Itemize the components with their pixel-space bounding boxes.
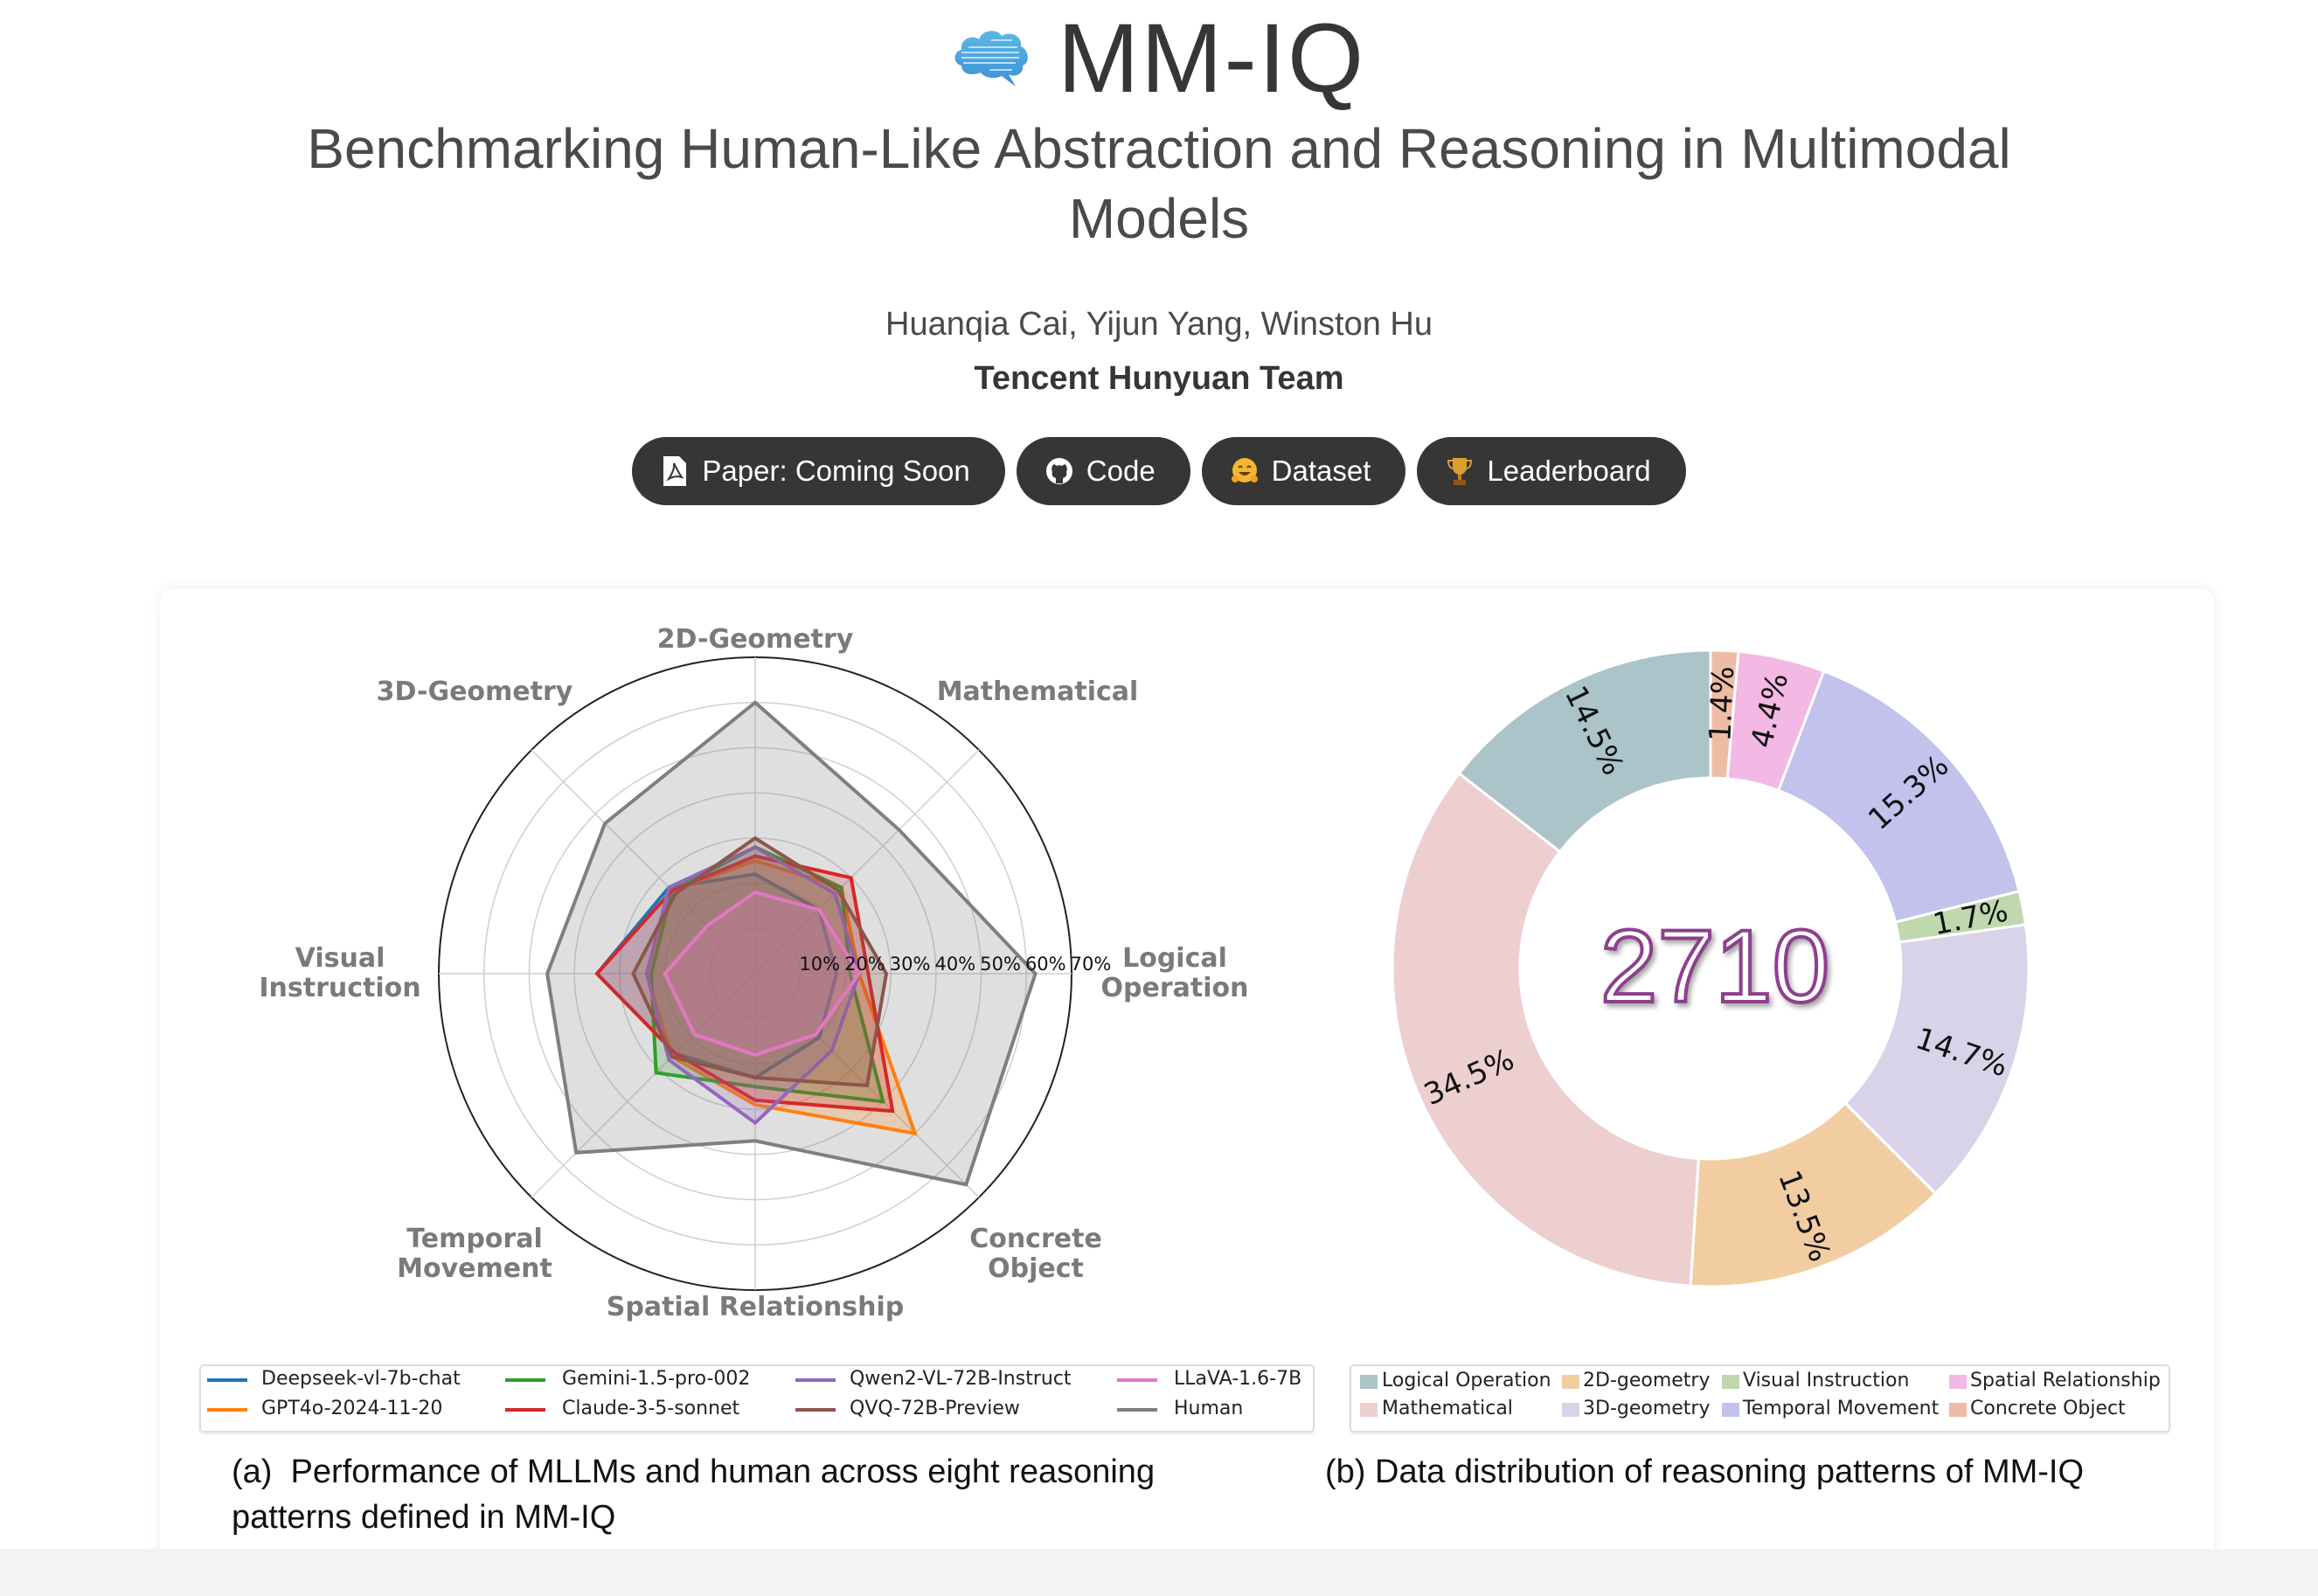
radar-tick-label: 10% [799,954,840,975]
radar-tick-label: 30% [890,954,931,975]
radar-axis-label: Object [988,1253,1084,1284]
code-button[interactable]: Code [1016,437,1190,505]
donut-slices [1391,649,2030,1288]
radar-axis-label: Concrete [969,1224,1102,1254]
legend-item-label: Concrete Object [1970,1398,2126,1419]
legend-line-swatch [505,1378,545,1382]
legend-item-label: Human [1174,1398,1244,1419]
radar-axis-label: 3D-Geometry [377,677,573,707]
paper-button-label: Paper: Coming Soon [702,455,970,487]
pdf-file-icon [660,456,690,486]
legend-item-label: Qwen2-VL-72B-Instruct [850,1368,1072,1390]
dataset-button[interactable]: Dataset [1201,437,1406,505]
legend-line-swatch [795,1408,836,1412]
donut-slice-3d-geometry [1843,923,2030,1196]
legend-item-label: Temporal Movement [1743,1398,1940,1419]
legend-line-swatch [207,1408,247,1412]
legend-item-label: GPT4o-2024-11-20 [261,1398,443,1419]
radar-series-human [545,700,1038,1187]
legend-item-label: LLaVA-1.6-7B [1174,1368,1302,1390]
radar-spoke [531,749,756,975]
donut-legend [1350,1364,2170,1433]
radar-tick-labels: 10% 20% 30% 40% 50% 60% 70% [799,954,1111,975]
legend-color-swatch [1722,1375,1739,1389]
legend-color-swatch [1722,1403,1739,1417]
legend-item-label: Logical Operation [1382,1370,1551,1391]
radar-axis-label: Logical [1122,943,1227,974]
legend-line-swatch [505,1408,545,1412]
legend-color-swatch [1949,1403,1967,1417]
legend-item-label: Mathematical [1382,1398,1513,1419]
page-title: MM-IQ [1057,3,1366,113]
legend-line-swatch [1117,1378,1157,1382]
page-bottom-band [0,1549,2318,1596]
radar-legend [199,1364,1315,1433]
code-button-label: Code [1086,455,1156,487]
legend-color-swatch [1562,1403,1579,1417]
caption-b: (b) Data distribution of reasoning patte… [1325,1454,2085,1490]
radar-series [545,700,1038,1187]
legend-color-swatch [1360,1375,1378,1389]
radar-axis-label: Instruction [259,973,420,1003]
trophy-icon [1445,456,1475,486]
legend-item-label: Claude-3-5-sonnet [562,1398,740,1419]
legend-item-label: QVQ-72B-Preview [850,1398,1020,1419]
link-buttons: Paper: Coming Soon Code Dataset Leaderbo… [0,437,2318,505]
legend-color-swatch [1360,1403,1378,1417]
legend-line-swatch [1117,1408,1157,1412]
legend-item-label: Visual Instruction [1743,1370,1910,1391]
caption-a-line1: (a) Performance of MLLMs and human acros… [232,1454,1156,1490]
legend-color-swatch [1949,1375,1967,1389]
authors: Huanqia Cai, Yijun Yang, Winston Hu [885,306,1433,343]
dataset-button-label: Dataset [1271,455,1371,487]
radar-chart: 10% 20% 30% 40% 50% 60% 70% 2D-Geometry Mathema… [259,624,1248,1322]
hugging-face-icon [1230,456,1260,486]
radar-axis-label: Spatial Relationship [607,1292,904,1322]
legend-color-swatch [1562,1375,1579,1389]
caption-a: (a) Performance of MLLMs and human acros… [232,1449,1315,1540]
donut-center-total: 2710 [1600,909,1830,1024]
radar-tick-label: 50% [980,954,1021,975]
page-subtitle: Benchmarking Human-Like Abstraction and … [307,117,2011,250]
radar-series-claude-3-5-sonnet [594,854,895,1114]
paper-button[interactable]: Paper: Coming Soon [632,437,1005,505]
radar-axis-label: Mathematical [937,677,1139,707]
radar-axis-label: Visual [295,943,385,974]
legend-line-swatch [795,1378,836,1382]
radar-axis-label: 2D-Geometry [657,624,854,655]
radar-spoke [531,973,756,1198]
donut-slice-percent: 1.4% [1703,665,1741,742]
donut-slice-logical-operation [1457,649,1712,854]
radar-series-llava-1-6-7b [663,890,862,1058]
caption-a-line2: patterns defined in MM-IQ [232,1499,616,1536]
legend-item-label: Spatial Relationship [1970,1370,2161,1391]
team-name: Tencent Hunyuan Team [974,360,1344,397]
github-icon [1044,456,1074,486]
radar-series-qwen2-vl-72b-instruct [644,844,862,1126]
radar-spoke [754,749,980,975]
radar-axis-label: Operation [1101,973,1249,1003]
legend-item-label: 2D-geometry [1583,1370,1711,1391]
donut-chart: 1.4% 4.4%15.3%1.7%14.7%13.5%34.5%14.5% 27… [1391,649,2030,1288]
legend-item-label: 3D-geometry [1583,1398,1711,1419]
title-row: MM-IQ [0,3,2318,113]
brain-cloud-icon [954,31,1028,87]
legend-line-swatch [207,1378,247,1382]
radar-axis-label: Movement [397,1253,552,1284]
leaderboard-button[interactable]: Leaderboard [1417,437,1686,505]
radar-tick-label: 20% [844,954,885,975]
donut-slice-mathematical [1391,771,1700,1287]
legend-item-label: Deepseek-vl-7b-chat [261,1368,461,1390]
donut-slice-temporal-movement [1776,669,2021,924]
radar-tick-label: 70% [1071,954,1112,975]
radar-tick-label: 40% [935,954,976,975]
radar-axis-label: Temporal [406,1224,543,1254]
leaderboard-button-label: Leaderboard [1487,455,1651,487]
radar-tick-label: 60% [1025,954,1066,975]
legend-item-label: Gemini-1.5-pro-002 [562,1368,751,1390]
